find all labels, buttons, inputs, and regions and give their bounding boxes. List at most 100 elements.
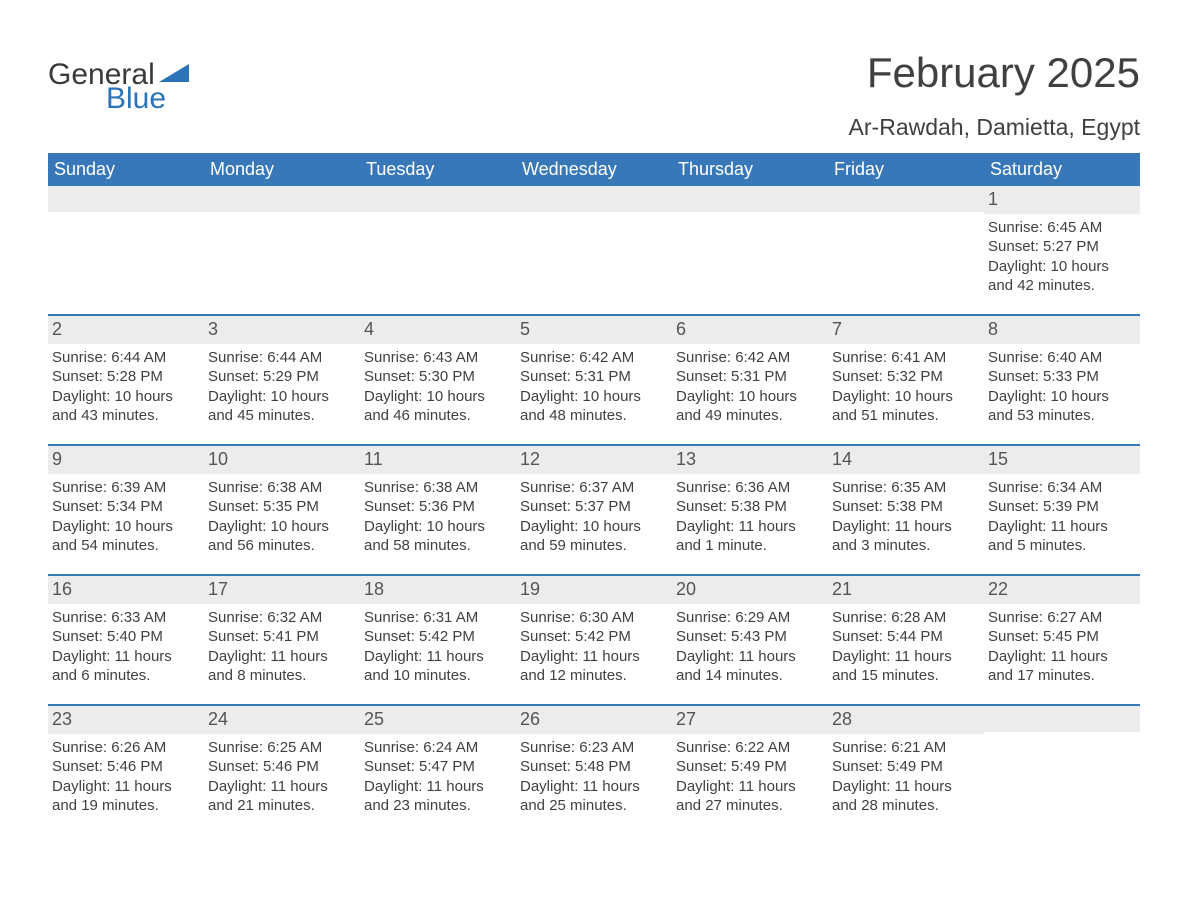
day-number: 1 — [984, 186, 1140, 213]
daylight-text: Daylight: 11 hours and 10 minutes. — [364, 647, 512, 686]
day-number: 7 — [828, 316, 984, 343]
day-cell: 1Sunrise: 6:45 AMSunset: 5:27 PMDaylight… — [984, 186, 1140, 314]
day-body: Sunrise: 6:31 AMSunset: 5:42 PMDaylight:… — [360, 604, 516, 690]
sunset-text: Sunset: 5:34 PM — [52, 497, 200, 517]
week-row: 23Sunrise: 6:26 AMSunset: 5:46 PMDayligh… — [48, 704, 1140, 834]
day-body: Sunrise: 6:42 AMSunset: 5:31 PMDaylight:… — [672, 344, 828, 430]
sunset-text: Sunset: 5:41 PM — [208, 627, 356, 647]
sunrise-text: Sunrise: 6:42 AM — [520, 348, 668, 368]
day-cell: 27Sunrise: 6:22 AMSunset: 5:49 PMDayligh… — [672, 706, 828, 834]
day-number: 19 — [516, 576, 672, 603]
week-row: 2Sunrise: 6:44 AMSunset: 5:28 PMDaylight… — [48, 314, 1140, 444]
day-cell — [516, 186, 672, 314]
day-cell: 10Sunrise: 6:38 AMSunset: 5:35 PMDayligh… — [204, 446, 360, 574]
day-cell: 2Sunrise: 6:44 AMSunset: 5:28 PMDaylight… — [48, 316, 204, 444]
day-body: Sunrise: 6:21 AMSunset: 5:49 PMDaylight:… — [828, 734, 984, 820]
daylight-text: Daylight: 10 hours and 43 minutes. — [52, 387, 200, 426]
sunrise-text: Sunrise: 6:29 AM — [676, 608, 824, 628]
daylight-text: Daylight: 11 hours and 14 minutes. — [676, 647, 824, 686]
daylight-text: Daylight: 10 hours and 59 minutes. — [520, 517, 668, 556]
sunset-text: Sunset: 5:44 PM — [832, 627, 980, 647]
day-number: 10 — [204, 446, 360, 473]
day-body: Sunrise: 6:33 AMSunset: 5:40 PMDaylight:… — [48, 604, 204, 690]
weeks-container: 1Sunrise: 6:45 AMSunset: 5:27 PMDaylight… — [48, 186, 1140, 834]
day-cell: 15 Sunrise: 6:34 AMSunset: 5:39 PMDayligh… — [984, 446, 1140, 574]
day-body: Sunrise: 6:35 AMSunset: 5:38 PMDaylight:… — [828, 474, 984, 560]
sunset-text: Sunset: 5:43 PM — [676, 627, 824, 647]
daylight-text: Daylight: 10 hours and 51 minutes. — [832, 387, 980, 426]
sunrise-text: Sunrise: 6:38 AM — [208, 478, 356, 498]
day-number: 24 — [204, 706, 360, 733]
sunrise-text: Sunrise: 6:22 AM — [676, 738, 824, 758]
day-number: 23 — [48, 706, 204, 733]
daylight-text: Daylight: 10 hours and 45 minutes. — [208, 387, 356, 426]
day-cell: 9Sunrise: 6:39 AMSunset: 5:34 PMDaylight… — [48, 446, 204, 574]
day-cell: 8Sunrise: 6:40 AMSunset: 5:33 PMDaylight… — [984, 316, 1140, 444]
day-number: 28 — [828, 706, 984, 733]
week-row: 1Sunrise: 6:45 AMSunset: 5:27 PMDaylight… — [48, 186, 1140, 314]
daylight-text: Daylight: 10 hours and 48 minutes. — [520, 387, 668, 426]
day-cell: 21Sunrise: 6:28 AMSunset: 5:44 PMDayligh… — [828, 576, 984, 704]
day-number: 20 — [672, 576, 828, 603]
calendar-page: General Blue February 2025 Ar-Rawdah, Da… — [0, 0, 1188, 918]
sunrise-text: Sunrise: 6:44 AM — [52, 348, 200, 368]
day-body: Sunrise: 6:29 AMSunset: 5:43 PMDaylight:… — [672, 604, 828, 690]
day-number: 3 — [204, 316, 360, 343]
sunset-text: Sunset: 5:45 PM — [988, 627, 1136, 647]
sunrise-text: Sunrise: 6:43 AM — [364, 348, 512, 368]
daylight-text: Daylight: 10 hours and 54 minutes. — [52, 517, 200, 556]
day-number: 16 — [48, 576, 204, 603]
sunrise-text: Sunrise: 6:39 AM — [52, 478, 200, 498]
sunset-text: Sunset: 5:31 PM — [676, 367, 824, 387]
sunset-text: Sunset: 5:47 PM — [364, 757, 512, 777]
day-cell: 18Sunrise: 6:31 AMSunset: 5:42 PMDayligh… — [360, 576, 516, 704]
sunrise-text: Sunrise: 6:30 AM — [520, 608, 668, 628]
calendar-grid: SundayMondayTuesdayWednesdayThursdayFrid… — [48, 153, 1140, 834]
daylight-text: Daylight: 11 hours and 27 minutes. — [676, 777, 824, 816]
day-cell — [48, 186, 204, 314]
day-number: 27 — [672, 706, 828, 733]
sunrise-text: Sunrise: 6:25 AM — [208, 738, 356, 758]
daylight-text: Daylight: 11 hours and 28 minutes. — [832, 777, 980, 816]
daylight-text: Daylight: 10 hours and 42 minutes. — [988, 257, 1136, 296]
day-body: Sunrise: 6:26 AMSunset: 5:46 PMDaylight:… — [48, 734, 204, 820]
day-number: 17 — [204, 576, 360, 603]
day-number: 11 — [360, 446, 516, 473]
dow-cell: Sunday — [48, 153, 204, 186]
dow-cell: Tuesday — [360, 153, 516, 186]
title-block: February 2025 Ar-Rawdah, Damietta, Egypt — [849, 50, 1140, 141]
day-number: 21 — [828, 576, 984, 603]
day-cell: 5Sunrise: 6:42 AMSunset: 5:31 PMDaylight… — [516, 316, 672, 444]
week-row: 9Sunrise: 6:39 AMSunset: 5:34 PMDaylight… — [48, 444, 1140, 574]
sunset-text: Sunset: 5:29 PM — [208, 367, 356, 387]
sunrise-text: Sunrise: 6:34 AM — [988, 478, 1136, 498]
day-number: 15 — [984, 446, 1140, 473]
day-number: 4 — [360, 316, 516, 343]
day-body: Sunrise: 6:23 AMSunset: 5:48 PMDaylight:… — [516, 734, 672, 820]
sunrise-text: Sunrise: 6:24 AM — [364, 738, 512, 758]
day-body: Sunrise: 6:38 AMSunset: 5:35 PMDaylight:… — [204, 474, 360, 560]
day-number: 5 — [516, 316, 672, 343]
day-body: Sunrise: 6:38 AMSunset: 5:36 PMDaylight:… — [360, 474, 516, 560]
daylight-text: Daylight: 11 hours and 17 minutes. — [988, 647, 1136, 686]
sunrise-text: Sunrise: 6:32 AM — [208, 608, 356, 628]
sunset-text: Sunset: 5:48 PM — [520, 757, 668, 777]
week-row: 16Sunrise: 6:33 AMSunset: 5:40 PMDayligh… — [48, 574, 1140, 704]
daylight-text: Daylight: 10 hours and 56 minutes. — [208, 517, 356, 556]
day-number: 14 — [828, 446, 984, 473]
sunset-text: Sunset: 5:37 PM — [520, 497, 668, 517]
day-cell — [828, 186, 984, 314]
daylight-text: Daylight: 11 hours and 5 minutes. — [988, 517, 1136, 556]
header: General Blue February 2025 Ar-Rawdah, Da… — [48, 50, 1140, 141]
day-cell — [672, 186, 828, 314]
daylight-text: Daylight: 11 hours and 12 minutes. — [520, 647, 668, 686]
daylight-text: Daylight: 11 hours and 21 minutes. — [208, 777, 356, 816]
dow-cell: Saturday — [984, 153, 1140, 186]
daylight-text: Daylight: 11 hours and 1 minute. — [676, 517, 824, 556]
daylight-text: Daylight: 11 hours and 19 minutes. — [52, 777, 200, 816]
sunset-text: Sunset: 5:39 PM — [988, 497, 1136, 517]
sunrise-text: Sunrise: 6:26 AM — [52, 738, 200, 758]
day-body: Sunrise: 6:43 AMSunset: 5:30 PMDaylight:… — [360, 344, 516, 430]
day-number: 26 — [516, 706, 672, 733]
sunrise-text: Sunrise: 6:36 AM — [676, 478, 824, 498]
